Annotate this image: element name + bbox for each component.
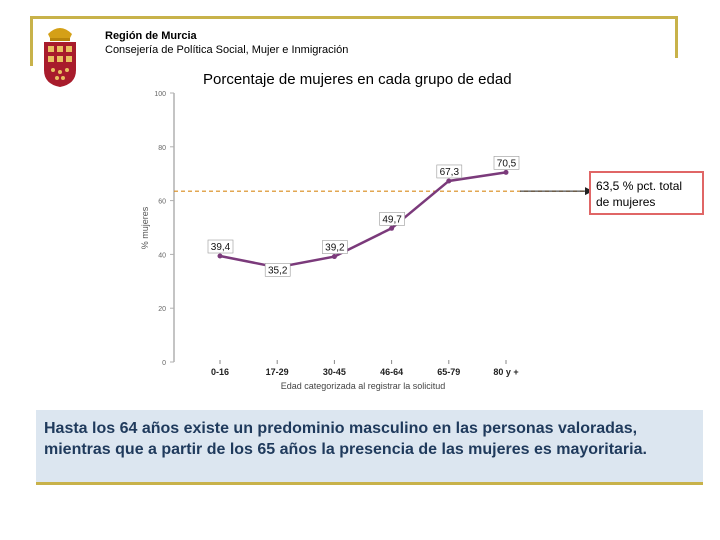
y-tick-label: 20 <box>158 306 166 313</box>
chart-title: Porcentaje de mujeres en cada grupo de e… <box>203 71 512 88</box>
y-tick-label: 100 <box>154 91 166 98</box>
data-point <box>331 254 337 260</box>
reference-callout: 63,5 % pct. total de mujeres <box>589 171 704 215</box>
data-label: 70,5 <box>497 158 517 169</box>
y-tick-label: 60 <box>158 199 166 206</box>
data-point <box>503 169 509 175</box>
line-chart: 0 20 40 60 80 100 % mujeres 0-16 17-29 30-45 46-64… <box>140 91 593 391</box>
data-point <box>446 178 452 184</box>
data-point <box>389 225 395 231</box>
callout-line-2: de mujeres <box>596 195 656 209</box>
data-label: 49,7 <box>382 214 402 225</box>
data-label: 39,4 <box>211 242 231 253</box>
data-label: 35,2 <box>268 265 288 276</box>
data-label: 67,3 <box>440 167 460 178</box>
x-tick-label: 46-64 <box>380 367 403 377</box>
org-name: Región de Murcia <box>105 30 197 42</box>
org-subtitle: Consejería de Política Social, Mujer e I… <box>105 44 349 56</box>
x-axis-label: Edad categorizada al registrar la solici… <box>281 381 446 391</box>
x-tick-label: 0-16 <box>211 367 229 377</box>
data-label-box <box>322 240 348 254</box>
x-tick-label: 80 y + <box>493 367 518 377</box>
y-tick-label: 80 <box>158 145 166 152</box>
x-tick-label: 65-79 <box>437 367 460 377</box>
frame-right-border <box>675 16 678 58</box>
y-tick-label: 0 <box>162 360 166 367</box>
y-axis-label: % mujeres <box>140 206 150 249</box>
frame-left-border <box>30 16 33 66</box>
data-label-box <box>207 239 234 254</box>
y-tick-label: 40 <box>158 252 166 259</box>
callout-line-1: 63,5 % pct. total <box>596 179 683 193</box>
frame-top-border <box>30 16 678 19</box>
data-label-box <box>379 212 405 226</box>
data-label-box <box>436 164 463 179</box>
data-point <box>217 253 223 259</box>
data-label-box <box>264 263 291 277</box>
summary-note: Hasta los 64 años existe un predominio m… <box>36 410 703 485</box>
series-line <box>219 171 507 269</box>
data-label-box <box>493 156 520 170</box>
region-crest-logo <box>44 28 76 87</box>
x-tick-label: 30-45 <box>323 367 346 377</box>
data-label: 39,2 <box>325 243 345 254</box>
x-tick-label: 17-29 <box>266 367 289 377</box>
